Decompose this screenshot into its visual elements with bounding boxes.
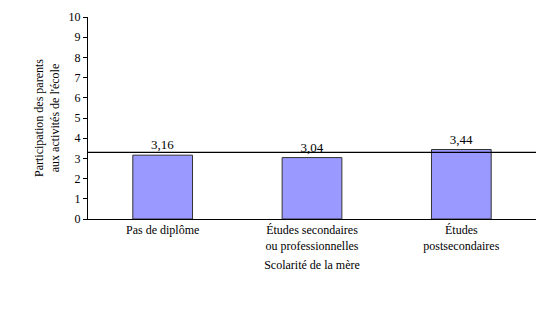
svg-text:3,04: 3,04 [300, 140, 323, 155]
svg-text:0: 0 [75, 212, 81, 226]
svg-text:9: 9 [75, 30, 81, 44]
svg-text:3,16: 3,16 [151, 137, 174, 152]
svg-text:Participation des parentsaux a: Participation des parentsaux activités d… [32, 59, 62, 177]
svg-text:Étudespostsecondaires: Étudespostsecondaires [423, 223, 499, 253]
svg-text:Pas de diplôme: Pas de diplôme [126, 223, 199, 237]
svg-text:2: 2 [75, 172, 81, 186]
svg-text:10: 10 [69, 10, 81, 24]
svg-text:6: 6 [75, 91, 81, 105]
svg-text:8: 8 [75, 51, 81, 65]
svg-text:7: 7 [75, 71, 81, 85]
svg-text:3: 3 [75, 152, 81, 166]
svg-text:Scolarité de la mère: Scolarité de la mère [264, 258, 360, 272]
svg-text:4: 4 [75, 131, 81, 145]
svg-text:5: 5 [75, 111, 81, 125]
svg-text:Études secondairesou professio: Études secondairesou professionnelles [266, 223, 359, 253]
svg-text:3,44: 3,44 [450, 132, 473, 147]
svg-text:1: 1 [75, 192, 81, 206]
